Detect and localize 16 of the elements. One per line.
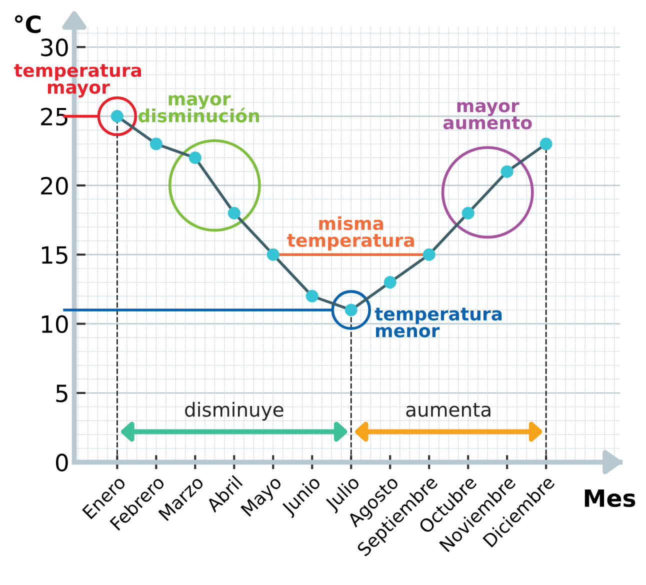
ref-line-label: misma temperatura	[287, 216, 414, 250]
ref-line-label: temperatura menor	[374, 308, 502, 338]
ref-line-label: temperatura mayor	[14, 64, 142, 98]
annotation: disminuye	[185, 402, 284, 421]
annotation: mayor aumento	[443, 102, 532, 130]
y-tick-label: 10	[42, 315, 68, 334]
y-tick-label: 25	[41, 108, 68, 126]
y-tick-label: 20	[41, 176, 68, 195]
y-tick-label: 15	[42, 246, 68, 264]
y-tick-label: 30	[41, 38, 68, 56]
y-tick-label: 5	[56, 384, 68, 402]
y-axis-title: °C	[14, 15, 41, 34]
y-tick-label: 0	[56, 454, 68, 472]
annotation: aumenta	[406, 402, 490, 417]
x-axis-title: Mes	[584, 489, 636, 508]
annotation: mayor disminución	[138, 95, 260, 122]
